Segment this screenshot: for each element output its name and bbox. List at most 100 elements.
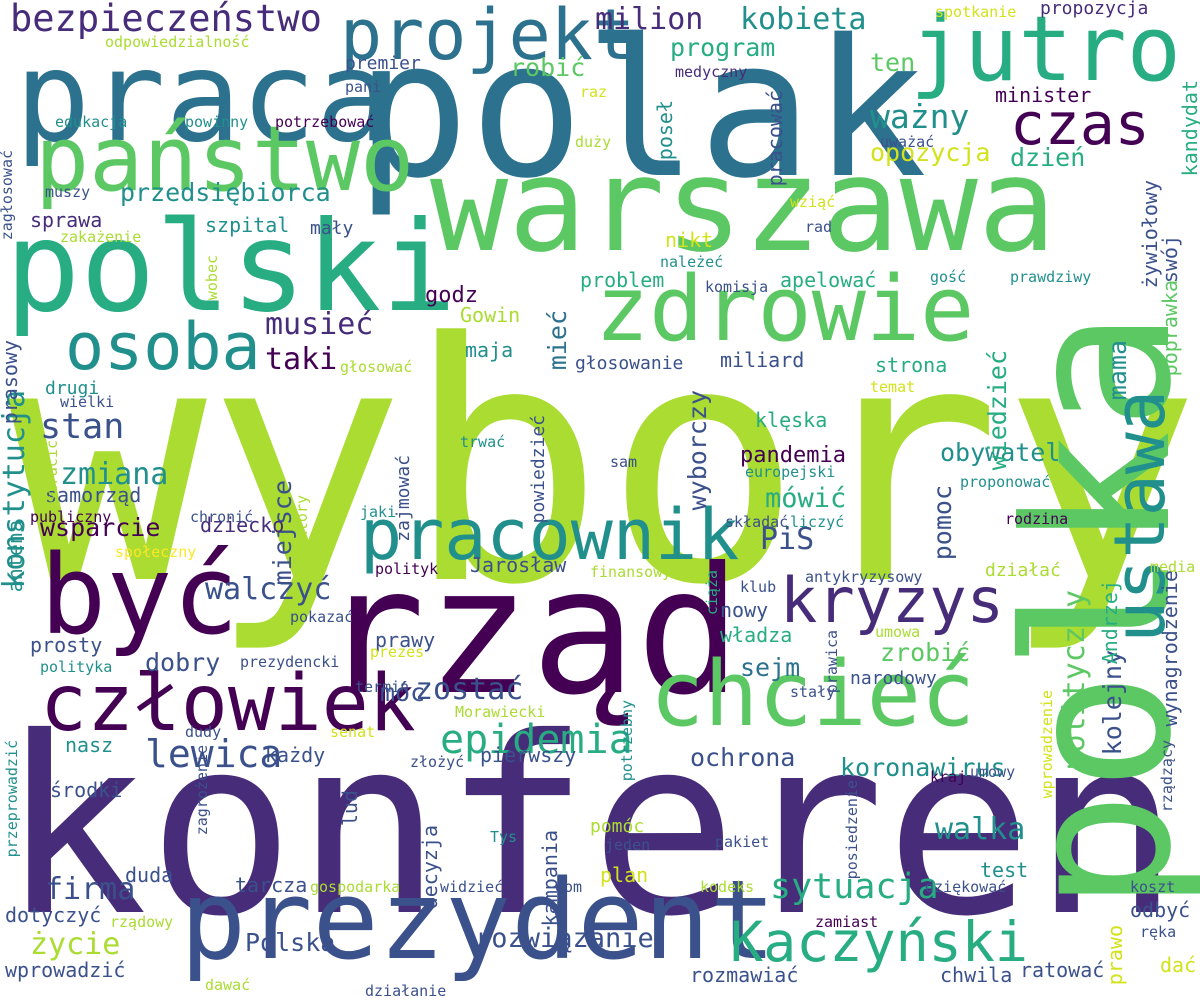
cloud-word: czas — [1010, 90, 1150, 158]
cloud-word: społeczny — [115, 543, 197, 561]
cloud-word: nasz — [65, 733, 114, 757]
cloud-word: jutro — [910, 0, 1181, 102]
cloud-word: polityk — [375, 560, 439, 578]
cloud-word: wynagrodzenie — [1158, 569, 1182, 727]
cloud-word: rządowy — [110, 913, 174, 931]
cloud-word: widzieć — [440, 878, 504, 896]
cloud-word: koszt — [1130, 878, 1176, 896]
cloud-word: prezydencki — [240, 653, 340, 671]
cloud-word: państwo — [35, 107, 415, 212]
cloud-word: władza — [720, 623, 793, 647]
cloud-word: ciąża — [703, 569, 721, 616]
cloud-word: senat — [330, 723, 376, 741]
cloud-word: Tys — [490, 828, 518, 846]
cloud-word: dom — [555, 878, 583, 896]
cloud-word: pakiet — [715, 833, 770, 851]
cloud-word: należeć — [660, 253, 724, 271]
cloud-word: kandydat — [1178, 79, 1200, 177]
cloud-word: polityczny — [1057, 589, 1092, 771]
cloud-word: chwila — [940, 963, 1013, 987]
cloud-word: pomóc — [590, 816, 645, 837]
cloud-word: rządzący — [1158, 739, 1176, 813]
cloud-word: termin — [355, 678, 410, 696]
cloud-word: bezpieczeństwo — [10, 0, 322, 40]
cloud-word: wybory — [8, 273, 1200, 657]
cloud-word: sam — [610, 453, 638, 471]
cloud-word: wprowadzić — [5, 958, 126, 982]
cloud-word: działanie — [365, 982, 447, 1000]
cloud-word: narodowy — [850, 668, 937, 689]
cloud-word: duda — [125, 863, 174, 887]
cloud-word: dziękować — [925, 878, 1007, 896]
cloud-word: premier — [345, 53, 421, 74]
cloud-word: rozwiązanie — [475, 923, 654, 954]
cloud-word: dotyczyć — [5, 903, 102, 927]
cloud-word: potrzebować — [275, 113, 375, 131]
cloud-word: przeprowadzić — [3, 739, 21, 858]
cloud-word: zrobić — [880, 638, 971, 667]
cloud-word: edukacja — [55, 113, 128, 131]
cloud-word: stracić — [43, 439, 61, 504]
cloud-word: odbyć — [1130, 898, 1191, 922]
cloud-word: żywiołowy — [1138, 179, 1162, 289]
cloud-word: medyczny — [675, 63, 748, 81]
cloud-word: wielki — [60, 393, 115, 411]
cloud-word: prasowy — [0, 339, 22, 425]
cloud-word: ochrona — [690, 743, 796, 772]
cloud-word: wobec — [203, 254, 221, 301]
cloud-word: prosty — [30, 633, 103, 657]
cloud-word: szpital — [205, 213, 290, 237]
cloud-word: osoba — [65, 310, 261, 385]
cloud-word: wziąć — [790, 193, 836, 211]
cloud-word: decyzja — [418, 824, 442, 910]
cloud-word: liczyć — [790, 513, 845, 531]
cloud-word: zagłosować — [0, 149, 16, 241]
cloud-word: umowa — [875, 623, 921, 641]
cloud-word: publiczny — [30, 508, 112, 526]
cloud-word: nikt — [665, 228, 714, 252]
cloud-word: rodzina — [1005, 510, 1069, 528]
cloud-word: rozmawiać — [690, 963, 799, 987]
cloud-word: walczyć — [205, 572, 332, 607]
cloud-word: muszy — [45, 183, 91, 201]
cloud-word: sejm — [740, 653, 801, 682]
cloud-word: składać — [725, 513, 789, 531]
cloud-word: tarcza — [235, 873, 308, 897]
cloud-word: który — [293, 494, 311, 541]
cloud-word: pomoc — [928, 484, 957, 561]
cloud-word: gospodarka — [310, 878, 401, 896]
cloud-word: odpowiedzialność — [105, 33, 250, 51]
cloud-word: kodeks — [700, 878, 755, 896]
cloud-word: ręka — [1140, 923, 1177, 941]
cloud-word: program — [670, 33, 776, 62]
cloud-word: polski — [5, 195, 457, 340]
cloud-word: godz — [425, 283, 478, 308]
cloud-word: poprawka — [1158, 279, 1182, 377]
cloud-word: swój — [1158, 234, 1182, 284]
cloud-word: media — [1150, 558, 1196, 576]
cloud-word: stały — [790, 683, 836, 701]
cloud-word: potrzebny — [618, 699, 636, 782]
cloud-word: samorząd — [45, 483, 142, 507]
cloud-word: Jarosław — [470, 553, 567, 577]
cloud-word: komisja — [705, 278, 769, 296]
cloud-word: pracownik — [360, 494, 740, 576]
cloud-word: mieć — [543, 309, 572, 371]
cloud-word: plan — [600, 863, 649, 887]
cloud-word: opozycja — [870, 138, 991, 167]
cloud-word: dać — [1160, 953, 1197, 977]
cloud-word: Polska — [245, 928, 336, 957]
cloud-word: wprowadzenie — [1038, 689, 1056, 799]
cloud-word: stan — [40, 407, 125, 447]
cloud-word: duży — [575, 133, 612, 151]
cloud-word: zagrożenie — [193, 744, 211, 836]
cloud-word: Andrzej — [1098, 579, 1122, 665]
cloud-word: kobieta — [740, 2, 867, 37]
cloud-word: problem — [580, 268, 665, 292]
cloud-word: epidemia — [440, 717, 633, 763]
cloud-word: złożyć — [410, 753, 465, 771]
cloud-word: ratować — [1020, 958, 1105, 982]
cloud-word: ten — [870, 48, 916, 77]
cloud-word: chcieć — [650, 642, 976, 747]
cloud-word: pandemia — [740, 443, 846, 468]
